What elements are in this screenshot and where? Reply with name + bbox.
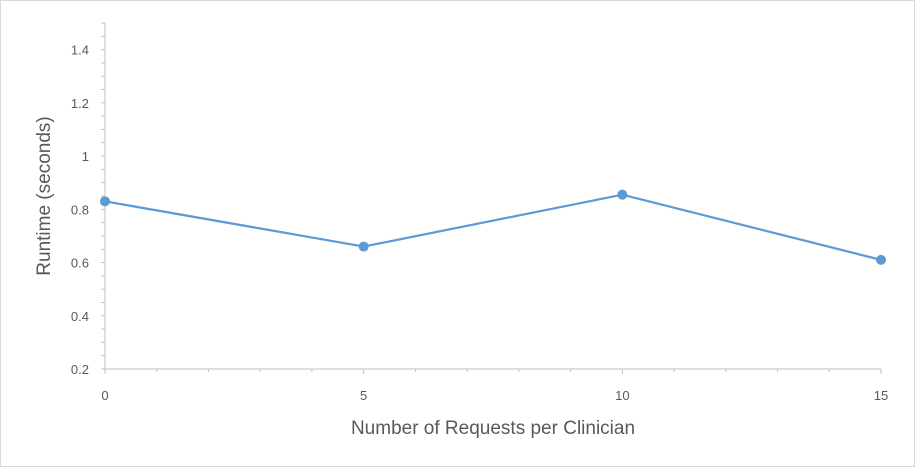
axes <box>104 23 881 370</box>
data-point <box>876 254 886 265</box>
x-minor-ticks <box>104 369 882 374</box>
y-axis-title: Runtime (seconds) <box>34 116 55 275</box>
x-tick-label: 15 <box>874 388 888 403</box>
y-tick-label: 1.4 <box>71 43 89 58</box>
x-tick-labels: 0 5 10 15 <box>101 388 888 403</box>
series-layer <box>100 189 886 265</box>
y-tick-label: 1.2 <box>71 96 89 111</box>
y-tick-label: 1 <box>82 149 89 164</box>
y-tick-label: 0.2 <box>71 362 89 377</box>
x-tick-label: 10 <box>615 388 629 403</box>
y-tick-label: 0.8 <box>71 202 89 217</box>
data-point <box>358 241 369 252</box>
data-point <box>100 196 110 207</box>
y-tick-labels: 0.2 0.4 0.6 0.8 1 1.2 1.4 <box>71 43 89 377</box>
x-tick-label: 0 <box>101 388 108 403</box>
data-point <box>617 189 628 200</box>
y-tick-label: 0.4 <box>71 309 89 324</box>
y-minor-ticks <box>101 22 105 370</box>
y-tick-label: 0.6 <box>71 256 89 271</box>
series-line <box>104 193 882 261</box>
x-tick-label: 5 <box>360 388 367 403</box>
x-axis-title: Number of Requests per Clinician <box>351 418 635 439</box>
